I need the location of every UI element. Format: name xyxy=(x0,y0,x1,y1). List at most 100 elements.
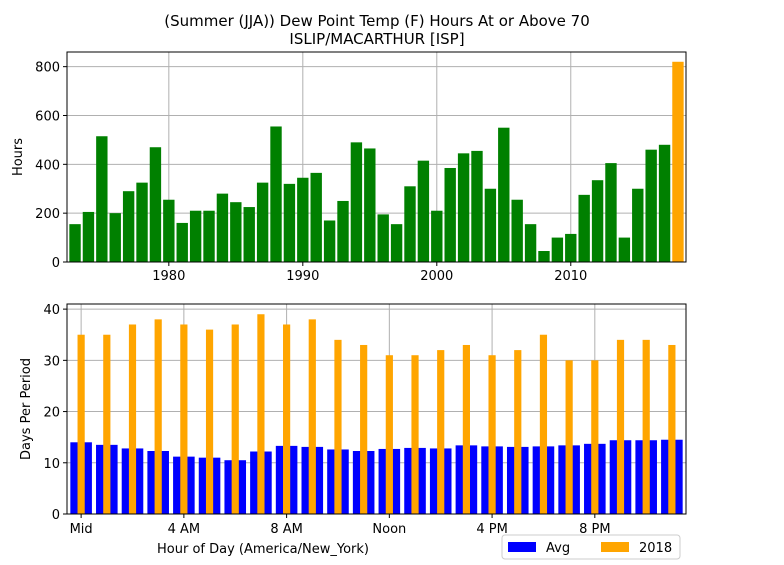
avg-bar-hour-1 xyxy=(96,444,106,514)
top-x-tick-label: 1990 xyxy=(286,269,319,284)
y2018-bar-hour-23 xyxy=(668,344,676,514)
top-bar-1983 xyxy=(203,210,215,262)
top-bar-2012 xyxy=(591,180,604,262)
avg-bar-hour-11-b xyxy=(364,451,375,514)
y2018-bar-hour-3 xyxy=(154,319,162,514)
top-y-ticks: 0 200 400 600 800 xyxy=(35,61,67,271)
top-bar-2001 xyxy=(444,167,456,262)
y2018-bar-hour-21 xyxy=(616,339,625,514)
top-bars xyxy=(69,61,684,262)
top-bar-1981 xyxy=(176,222,188,262)
bottom-x-ticks: Mid 4 AM 8 AM Noon 4 PM 8 PM xyxy=(70,514,611,537)
avg-bar-hour-17 xyxy=(506,446,517,514)
avg-bar-hour-19-b xyxy=(570,445,580,514)
avg-bar-hour-20-b xyxy=(595,443,606,514)
y2018-bar-hour-0 xyxy=(77,334,85,514)
top-bar-1998 xyxy=(404,186,416,262)
top-bar-1973 xyxy=(69,224,81,262)
avg-bar-hour-19 xyxy=(558,445,569,514)
avg-bar-hour-9-b xyxy=(313,446,324,514)
avg-bar-hour-12-b xyxy=(390,448,401,514)
avg-bar-hour-2 xyxy=(121,448,132,514)
avg-bar-hour-14-b xyxy=(441,448,452,514)
top-bar-1980 xyxy=(163,199,175,262)
top-bar-1989 xyxy=(283,183,296,262)
bottom-y-tick-label: 10 xyxy=(43,457,60,472)
top-x-tick-label: 1980 xyxy=(152,269,185,284)
avg-bar-hour-15-b xyxy=(467,445,478,514)
avg-bar-hour-22 xyxy=(635,440,646,514)
avg-bar-hour-8-b xyxy=(287,445,298,514)
avg-bar-hour-17-b xyxy=(518,446,529,514)
bottom-x-tick-label: 8 PM xyxy=(579,522,610,537)
legend-swatch-avg xyxy=(508,542,536,552)
top-bar-2003 xyxy=(471,150,483,262)
top-bar-1982 xyxy=(189,210,202,262)
top-bar-2004 xyxy=(484,188,497,262)
bottom-x-axis-label: Hour of Day (America/New_York) xyxy=(157,542,369,557)
legend-swatch-2018 xyxy=(601,542,629,552)
avg-bar-hour-4-b xyxy=(184,456,195,514)
avg-bar-hour-0-b xyxy=(82,442,92,514)
bottom-y-ticks: 0 10 20 30 40 xyxy=(43,303,67,523)
top-x-ticks: 1980 1990 2000 2010 xyxy=(152,262,587,284)
y2018-bar-hour-10 xyxy=(334,339,342,514)
avg-bar-hour-5-b xyxy=(210,457,221,514)
avg-bar-hour-23-b xyxy=(672,439,683,514)
top-bar-1974 xyxy=(82,211,95,262)
avg-bar-hour-11 xyxy=(352,451,363,514)
legend-box xyxy=(501,534,681,560)
top-bar-1977 xyxy=(122,191,135,262)
y2018-bar-hour-2 xyxy=(128,324,137,514)
top-bar-1995 xyxy=(364,148,376,262)
bottom-x-tick-label: 4 PM xyxy=(476,522,507,537)
top-bar-2018 xyxy=(672,61,684,262)
avg-bar-hour-2-b xyxy=(133,448,144,514)
avg-bar-hour-18 xyxy=(532,446,543,514)
legend-label-avg: Avg xyxy=(546,541,570,556)
bottom-y-tick-label: 0 xyxy=(52,508,60,523)
legend-label-2018: 2018 xyxy=(639,541,672,556)
y2018-bar-hour-17 xyxy=(514,350,522,514)
avg-bar-hour-5 xyxy=(198,457,209,514)
y2018-bar-hour-4 xyxy=(180,324,188,514)
y2018-bar-hour-22 xyxy=(642,339,650,514)
top-bar-1984 xyxy=(216,193,229,262)
top-bar-1987 xyxy=(256,182,269,262)
avg-bar-hour-7 xyxy=(250,451,260,514)
chart-title-line2: ISLIP/MACARTHUR [ISP] xyxy=(289,30,464,48)
avg-bar-hour-3 xyxy=(147,451,158,514)
y2018-bar-hour-9 xyxy=(308,319,316,514)
y2018-bar-hour-6 xyxy=(231,324,239,514)
top-bar-2013 xyxy=(605,163,617,262)
top-bar-1992 xyxy=(323,220,336,262)
top-bar-1991 xyxy=(310,172,322,262)
y2018-bar-hour-13 xyxy=(411,355,419,514)
bottom-x-tick-label: 8 AM xyxy=(270,522,303,537)
top-bar-1994 xyxy=(350,142,363,262)
top-bar-2017 xyxy=(658,144,671,262)
avg-bar-hour-10 xyxy=(327,449,337,514)
top-bar-1999 xyxy=(417,160,430,262)
avg-bar-hour-13-b xyxy=(416,447,426,514)
y2018-bar-hour-16 xyxy=(488,355,496,514)
y2018-bar-hour-15 xyxy=(462,344,470,514)
y2018-bar-hour-7 xyxy=(257,314,265,514)
top-bar-2008 xyxy=(538,251,550,262)
avg-bar-hour-9 xyxy=(301,446,312,514)
top-bar-2005 xyxy=(498,127,510,262)
avg-bar-hour-20 xyxy=(584,443,594,514)
avg-bar-hour-10-b xyxy=(339,449,349,514)
avg-bar-hour-22-b xyxy=(647,440,657,514)
top-bar-1997 xyxy=(390,224,403,262)
top-bar-1996 xyxy=(377,214,389,262)
top-plot-frame xyxy=(66,51,687,263)
avg-bar-hour-21-b xyxy=(621,440,632,514)
top-y-tick-label: 800 xyxy=(35,61,60,76)
avg-bar-hour-6-b xyxy=(236,460,247,514)
top-x-tick-label: 2010 xyxy=(554,269,587,284)
top-y-tick-label: 0 xyxy=(52,256,60,271)
y2018-bar-hour-11 xyxy=(360,344,368,514)
bottom-x-tick-label: Noon xyxy=(372,522,406,537)
